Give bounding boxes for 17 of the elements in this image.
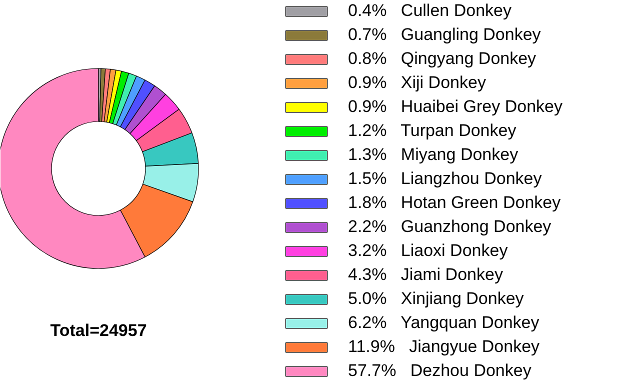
legend-label: 0.8% Qingyang Donkey [348,49,536,69]
legend-label: 5.0% Xinjiang Donkey [348,289,524,309]
legend-label: 6.2% Yangquan Donkey [348,313,540,333]
legend-label: 2.2% Guanzhong Donkey [348,217,552,237]
legend-label: 57.7% Dezhou Donkey [348,361,532,381]
text: Total=24957 [50,321,147,340]
legend-label: 0.7% Guangling Donkey [348,25,541,45]
legend-label: 4.3% Jiami Donkey [348,265,503,285]
legend-label: 11.9% Jiangyue Donkey [348,337,540,357]
legend-label: 1.3% Miyang Donkey [348,145,518,165]
legend-label: 1.8% Hotan Green Donkey [348,193,561,213]
legend-label: 1.5% Liangzhou Donkey [348,169,542,189]
legend-label: 1.2% Turpan Donkey [348,121,516,141]
legend-label: 0.9% Huaibei Grey Donkey [348,97,562,117]
legend-label: 3.2% Liaoxi Donkey [348,241,508,261]
legend-label: 0.4% Cullen Donkey [348,1,512,21]
legend-label: 0.9% Xiji Donkey [348,73,486,93]
